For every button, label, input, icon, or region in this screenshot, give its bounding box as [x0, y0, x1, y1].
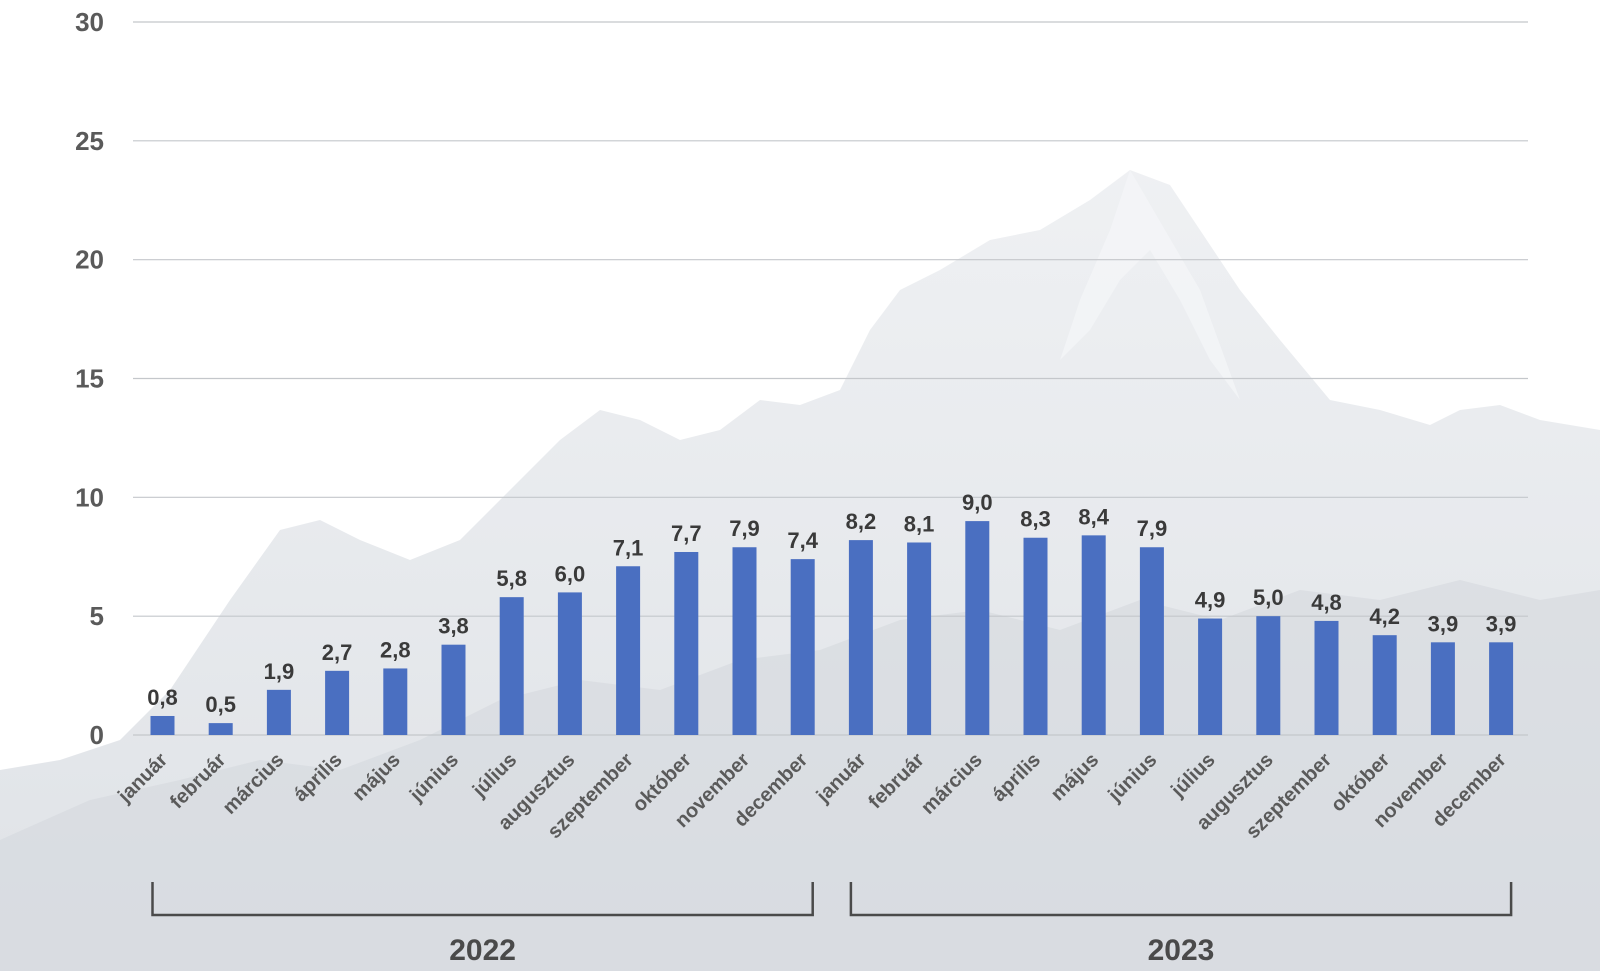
bar — [1489, 642, 1514, 735]
year-bracket — [849, 882, 1513, 917]
bar — [790, 559, 815, 735]
gridlines — [133, 21, 1528, 736]
bar — [907, 542, 932, 735]
y-tick-label: 20 — [75, 245, 104, 275]
data-label: 8,4 — [1078, 504, 1109, 529]
data-label: 0,8 — [147, 685, 178, 710]
data-label: 4,9 — [1195, 588, 1226, 613]
data-label: 8,2 — [846, 509, 877, 534]
data-label: 3,9 — [1486, 611, 1517, 636]
bars — [150, 521, 1514, 735]
data-label: 4,2 — [1369, 604, 1400, 629]
data-label: 1,9 — [264, 659, 295, 684]
bar — [1256, 616, 1281, 735]
data-labels: 0,8 0,5 1,9 2,7 2,8 3,8 5,8 6,0 7,1 7,7 7,9 7,4 8,2 8… — [147, 490, 1516, 717]
bar — [325, 670, 350, 735]
data-label: 7,4 — [787, 528, 818, 553]
bar — [441, 644, 466, 735]
data-label: 3,9 — [1428, 611, 1459, 636]
bar — [208, 723, 233, 735]
bar — [557, 592, 582, 735]
bar — [1023, 537, 1048, 735]
data-label: 5,8 — [496, 566, 527, 591]
data-label: 7,7 — [671, 521, 702, 546]
y-tick-label: 10 — [75, 482, 104, 512]
data-label: 8,3 — [1020, 507, 1051, 532]
bar — [732, 547, 757, 735]
data-label: 4,8 — [1311, 590, 1342, 615]
bar — [1198, 618, 1223, 735]
bar — [1139, 547, 1164, 735]
data-label: 0,5 — [205, 692, 236, 717]
y-tick-label: 15 — [75, 364, 104, 394]
year-label: 2022 — [449, 934, 516, 967]
data-label: 7,9 — [729, 516, 760, 541]
bar — [1081, 535, 1106, 735]
y-tick-label: 25 — [75, 126, 104, 156]
data-label: 6,0 — [555, 561, 586, 586]
y-tick-label: 0 — [90, 720, 104, 750]
bar — [1430, 642, 1455, 735]
year-bracket — [151, 882, 814, 917]
year-groups: 2022 2023 — [151, 882, 1513, 967]
data-label: 2,8 — [380, 637, 411, 662]
y-tick-label: 5 — [90, 601, 104, 631]
bar — [499, 597, 524, 735]
data-label: 8,1 — [904, 511, 935, 536]
data-label: 7,9 — [1137, 516, 1168, 541]
bar — [674, 551, 699, 735]
data-label: 5,0 — [1253, 585, 1284, 610]
bar — [848, 540, 873, 735]
bar — [1372, 635, 1397, 735]
bar — [383, 668, 408, 735]
bar — [965, 521, 990, 735]
bar — [266, 689, 291, 735]
data-label: 7,1 — [613, 535, 644, 560]
y-tick-label: 30 — [75, 7, 104, 37]
bar — [1314, 620, 1339, 735]
bar — [616, 566, 641, 735]
y-axis-tick-labels: 0 5 10 15 20 25 30 — [75, 7, 104, 750]
bar — [150, 715, 175, 735]
year-label: 2023 — [1148, 934, 1215, 967]
data-label: 3,8 — [438, 614, 469, 639]
data-label: 2,7 — [322, 640, 353, 665]
data-label: 9,0 — [962, 490, 993, 515]
